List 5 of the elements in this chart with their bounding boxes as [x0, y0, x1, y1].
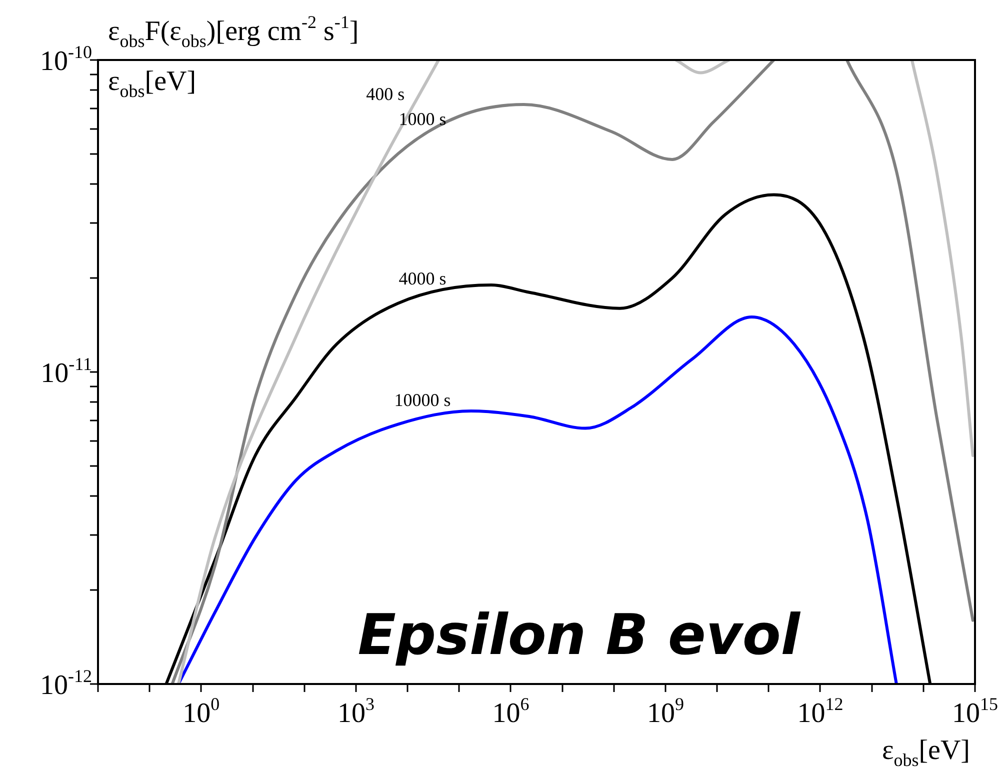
annotation: Epsilon B evol	[358, 603, 801, 668]
series-label: 4000 s	[398, 268, 446, 289]
series-label: 1000 s	[398, 108, 446, 129]
series-label: 400 s	[366, 84, 405, 104]
series-label: 10000 s	[394, 390, 451, 410]
